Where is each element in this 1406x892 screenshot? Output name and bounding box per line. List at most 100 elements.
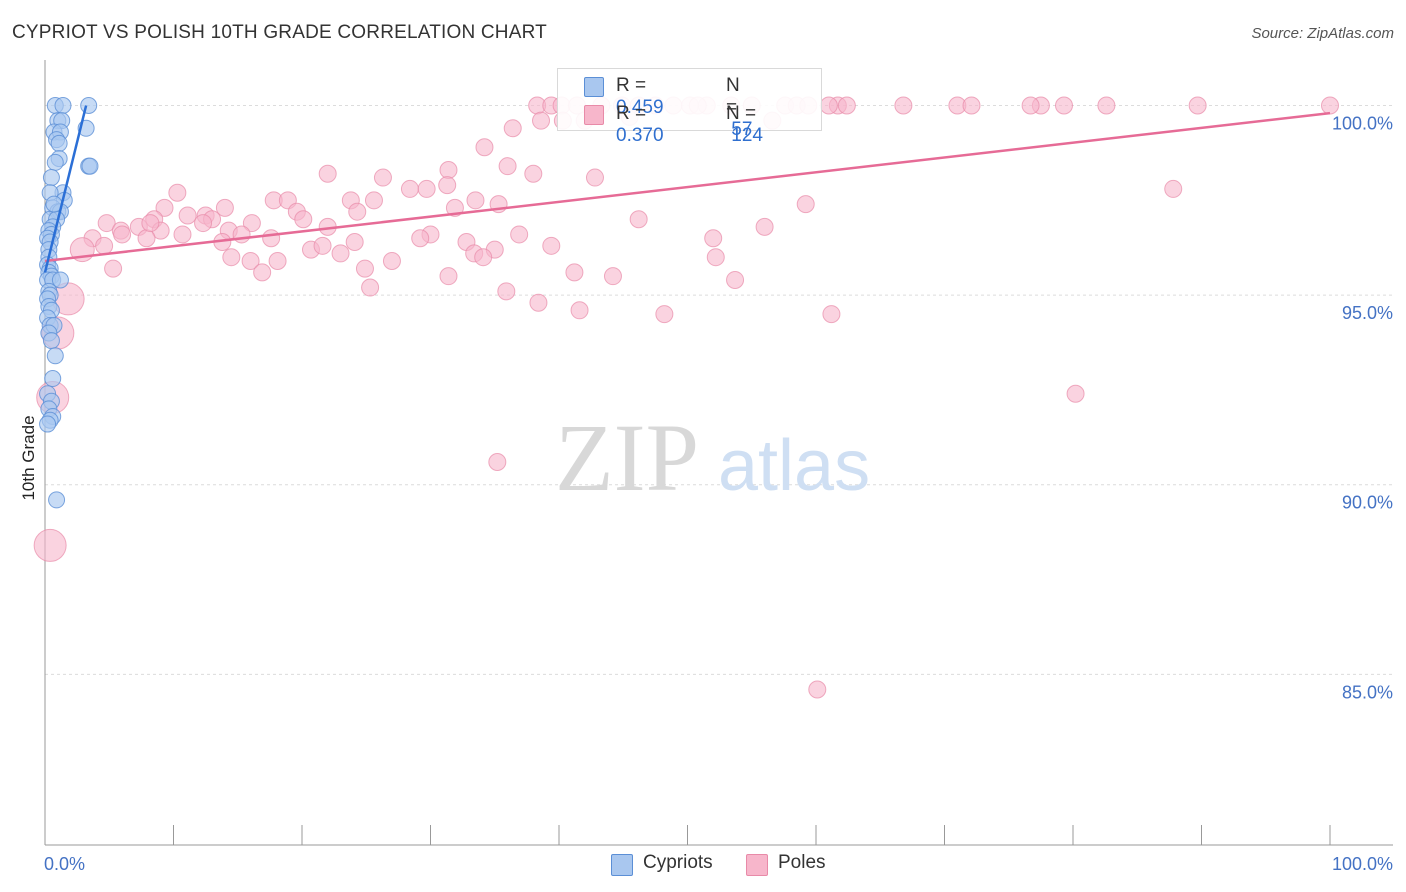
cypriot-point: [81, 157, 99, 175]
x-tick-label: 100.0%: [1332, 854, 1393, 874]
poles-point: [706, 248, 725, 267]
poles-point: [808, 680, 827, 699]
poles-point: [962, 96, 981, 115]
poles-point: [364, 191, 383, 210]
poles-point: [137, 229, 156, 248]
poles-point: [411, 229, 430, 248]
poles-point: [95, 236, 114, 255]
poles-point: [704, 229, 723, 248]
poles-point: [294, 210, 313, 229]
poles-point: [894, 96, 913, 115]
poles-point: [510, 225, 529, 244]
poles-point: [1097, 96, 1116, 115]
axes: [44, 60, 1393, 846]
poles-point: [241, 251, 260, 270]
poles-point: [382, 251, 401, 270]
gridlines: [45, 105, 1393, 675]
cypriot-point: [48, 491, 66, 509]
poles-point: [497, 282, 516, 301]
cypriot-point: [54, 97, 72, 115]
x-tick-labels: 0.0% 100.0%: [44, 854, 1393, 874]
y-tick-label: 90.0%: [1342, 493, 1393, 513]
poles-point: [215, 198, 234, 217]
poles-point: [532, 111, 551, 130]
poles-point: [819, 96, 838, 115]
cypriot-point: [39, 415, 57, 433]
poles-point: [822, 305, 841, 324]
poles-point: [313, 236, 332, 255]
poles-point: [439, 160, 458, 179]
poles-point: [1066, 384, 1085, 403]
watermark: ZIP atlas: [555, 404, 870, 511]
source-label: Source: ZipAtlas.com: [1251, 25, 1394, 42]
poles-point: [542, 236, 561, 255]
poles-point: [1321, 96, 1339, 115]
poles-point: [503, 119, 522, 138]
watermark-atlas: atlas: [718, 426, 870, 506]
poles-legend-swatch: [746, 854, 768, 876]
cypriot-point: [44, 370, 62, 388]
watermark-zip: ZIP: [555, 404, 699, 511]
poles-trendline: [44, 111, 1331, 263]
poles-point: [565, 263, 584, 282]
legend-n: N = 124: [726, 103, 763, 146]
poles-point: [603, 267, 622, 286]
poles-point: [570, 301, 589, 320]
poles-point: [796, 195, 815, 214]
poles-point: [168, 183, 187, 202]
y-tick-label: 95.0%: [1342, 303, 1393, 323]
poles-point: [1188, 96, 1207, 115]
stats-legend: R = 0.459 N = 57 R = 0.370 N = 124: [557, 68, 822, 146]
cypriot-point: [42, 332, 60, 350]
poles-point: [178, 206, 197, 225]
poles-point: [837, 96, 856, 115]
poles-point: [373, 168, 392, 187]
poles-point: [242, 214, 261, 233]
cypriot-trendline: [43, 105, 88, 273]
cypriot-point: [46, 153, 64, 171]
y-tick-label: 85.0%: [1342, 682, 1393, 702]
x-tick-label: 0.0%: [44, 854, 85, 874]
poles-swatch: [584, 105, 604, 125]
cypriot-point: [80, 97, 98, 115]
poles-point: [474, 248, 493, 267]
cypriot-swatch: [584, 77, 604, 97]
poles-point: [629, 210, 648, 229]
y-axis-label: 10th Grade: [19, 415, 38, 500]
poles-point: [1164, 179, 1183, 198]
chart-title: CYPRIOT VS POLISH 10TH GRADE CORRELATION…: [12, 22, 547, 43]
poles-point: [155, 198, 174, 217]
legend-n: N = 57: [726, 75, 753, 140]
poles-point: [262, 229, 281, 248]
cypriot-point: [50, 134, 68, 152]
poles-point: [222, 248, 241, 267]
poles-point: [355, 259, 374, 278]
poles-point: [253, 263, 272, 282]
poles-point: [475, 138, 494, 157]
y-tick-label: 100.0%: [1332, 114, 1393, 134]
cypriot-point: [51, 271, 69, 289]
poles-point: [33, 528, 67, 562]
legend-r: R = 0.459: [616, 75, 664, 118]
poles-point: [1021, 96, 1040, 115]
trendlines: [43, 105, 1331, 273]
poles-point: [417, 179, 436, 198]
poles-point: [318, 164, 337, 183]
poles-point: [345, 233, 364, 252]
poles-point: [113, 225, 132, 244]
poles-point: [585, 168, 604, 187]
poles-point: [755, 217, 774, 236]
poles-point: [331, 244, 350, 263]
poles-point: [529, 293, 548, 312]
poles-point: [438, 176, 457, 195]
poles-points: [33, 96, 1339, 699]
poles-point: [524, 164, 543, 183]
series-legend: Cypriots Poles: [0, 851, 1406, 879]
poles-point: [361, 278, 380, 297]
legend-r: R = 0.370: [616, 103, 664, 146]
poles-point: [194, 214, 213, 233]
poles-point: [466, 191, 485, 210]
poles-point: [1055, 96, 1074, 115]
poles-point: [173, 225, 192, 244]
poles-point: [97, 214, 116, 233]
